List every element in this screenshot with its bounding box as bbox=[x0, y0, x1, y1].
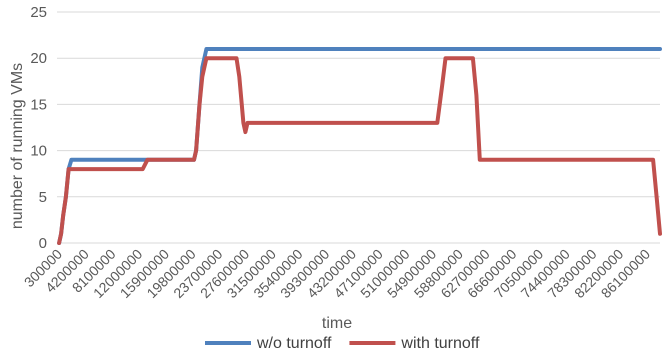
y-axis-ticks: 0 5 10 15 20 25 bbox=[30, 4, 47, 252]
gridlines bbox=[57, 11, 660, 198]
x-axis-ticks: 3000004200000810000012000000159000001980… bbox=[21, 246, 653, 302]
y-axis-title: number of running VMs bbox=[9, 63, 26, 229]
series-line bbox=[57, 56, 662, 245]
series-lines bbox=[57, 47, 662, 245]
y-tick-label: 25 bbox=[30, 4, 47, 21]
legend-label: w/o turnoff bbox=[256, 335, 332, 352]
y-tick-label: 20 bbox=[30, 50, 47, 67]
x-axis-title: time bbox=[322, 315, 352, 332]
y-tick-label: 0 bbox=[39, 235, 47, 252]
series-line bbox=[57, 47, 662, 245]
y-tick-label: 5 bbox=[39, 189, 47, 206]
legend-label: with turnoff bbox=[400, 335, 480, 352]
y-tick-label: 10 bbox=[30, 143, 47, 160]
legend: w/o turnoff with turnoff bbox=[205, 335, 480, 352]
y-tick-label: 15 bbox=[30, 96, 47, 113]
